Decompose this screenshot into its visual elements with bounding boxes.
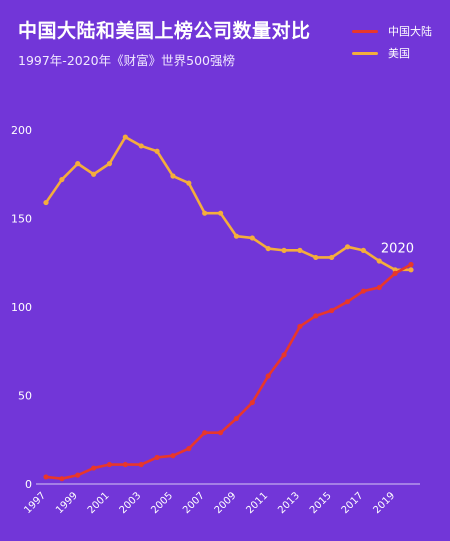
x-tick-label: 2015 <box>308 490 334 516</box>
chart-subtitle: 1997年-2020年《财富》世界500强榜 <box>18 53 235 68</box>
data-point-china <box>122 461 128 468</box>
x-tick-label: 2011 <box>245 490 271 516</box>
data-point-usa <box>408 267 414 273</box>
y-tick-label: 100 <box>11 301 32 314</box>
data-point-china <box>138 461 144 468</box>
data-point-usa <box>313 254 319 261</box>
x-tick-label: 2019 <box>371 490 397 516</box>
data-point-usa <box>265 245 271 252</box>
data-point-usa <box>360 247 366 253</box>
x-tick-label: 2017 <box>340 490 366 516</box>
data-point-usa <box>138 143 144 149</box>
x-tick-label: 2013 <box>276 490 302 516</box>
legend: 中国大陆 美国 <box>352 20 432 64</box>
data-point-usa <box>329 254 335 261</box>
data-point-china <box>43 474 49 480</box>
data-point-usa <box>59 176 65 183</box>
data-point-usa <box>154 148 160 154</box>
x-tick-label: 1997 <box>22 490 48 516</box>
data-point-china <box>233 415 240 422</box>
series-line-usa <box>44 135 413 272</box>
data-point-china <box>249 399 255 406</box>
series-line-china <box>44 263 413 480</box>
data-point-usa <box>376 258 382 264</box>
x-tick-label: 1999 <box>54 490 80 516</box>
legend-label-usa: 美国 <box>388 47 410 60</box>
chart-title: 中国大陆和美国上榜公司数量对比 <box>18 20 311 42</box>
data-point-china <box>408 261 414 268</box>
y-tick-label: 200 <box>11 124 32 137</box>
x-tick-label: 2007 <box>181 490 207 516</box>
data-point-china <box>281 352 287 358</box>
data-point-china <box>217 430 224 436</box>
data-point-usa <box>43 199 49 206</box>
data-point-china <box>344 299 351 305</box>
data-point-usa <box>202 210 208 216</box>
data-point-usa <box>297 247 303 253</box>
legend-item-usa: 美国 <box>352 42 432 64</box>
x-tick-label: 2001 <box>86 490 112 516</box>
data-point-usa <box>91 171 97 177</box>
data-point-china <box>265 373 271 379</box>
data-point-usa <box>217 210 224 216</box>
data-point-usa <box>344 244 351 250</box>
data-point-usa <box>170 173 176 179</box>
data-point-china <box>329 307 335 314</box>
data-point-china <box>313 313 319 319</box>
data-point-china <box>59 476 65 482</box>
legend-item-china: 中国大陆 <box>352 20 432 42</box>
data-point-china <box>106 461 113 468</box>
legend-swatch-china <box>352 29 378 33</box>
data-point-usa <box>75 161 81 167</box>
data-point-china <box>75 472 81 478</box>
legend-swatch-usa <box>352 51 378 55</box>
y-tick-label: 50 <box>18 390 32 403</box>
data-point-usa <box>186 180 192 186</box>
data-point-china <box>170 453 176 459</box>
data-point-china <box>360 288 366 294</box>
y-tick-label: 0 <box>25 478 32 491</box>
data-point-usa <box>281 247 287 253</box>
data-point-china <box>186 446 192 452</box>
data-point-usa <box>106 161 113 167</box>
data-point-china <box>297 323 303 330</box>
x-tick-label: 2003 <box>118 490 144 516</box>
data-point-china <box>202 430 208 436</box>
legend-label-china: 中国大陆 <box>388 25 432 38</box>
data-point-usa <box>249 235 255 241</box>
data-point-china <box>376 284 382 291</box>
data-point-usa <box>122 134 128 140</box>
data-point-china <box>392 270 398 276</box>
x-tick-label: 2005 <box>149 490 175 516</box>
y-tick-label: 150 <box>11 213 32 226</box>
x-tick-label: 2009 <box>213 490 239 516</box>
data-point-usa <box>233 233 240 239</box>
data-point-china <box>154 454 160 461</box>
annotation-2020: 2020 <box>381 242 414 257</box>
data-point-china <box>91 465 97 471</box>
